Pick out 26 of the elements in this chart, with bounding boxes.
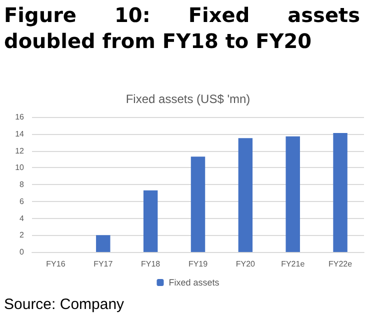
y-tick-label: 4 bbox=[20, 214, 25, 223]
x-tick-label: FY19 bbox=[188, 260, 208, 268]
bar bbox=[143, 190, 158, 252]
y-tick-label: 16 bbox=[15, 112, 25, 122]
x-tick-label: FY20 bbox=[236, 260, 256, 268]
y-tick-label: 2 bbox=[20, 230, 25, 240]
legend-label: Fixed assets bbox=[168, 278, 220, 288]
bar bbox=[286, 136, 300, 252]
chart-subtitle: Fixed assets (US$ 'mn) bbox=[126, 92, 250, 106]
x-tick-label: FY21e bbox=[281, 260, 306, 268]
bar bbox=[96, 235, 110, 252]
y-tick-label: 10 bbox=[15, 163, 25, 172]
x-tick-label: FY18 bbox=[141, 260, 161, 268]
chart-title: Figure 10: Fixed assets doubled from FY18 to FY20 bbox=[4, 2, 360, 54]
y-tick-label: 0 bbox=[20, 248, 25, 256]
x-tick-label: FY16 bbox=[46, 260, 66, 268]
y-tick-label: 8 bbox=[20, 180, 25, 189]
bar bbox=[190, 156, 206, 252]
y-tick-label: 6 bbox=[20, 196, 25, 206]
y-tick-label: 14 bbox=[15, 129, 25, 138]
x-tick-label: FY22e bbox=[328, 260, 353, 268]
x-tick-label: FY17 bbox=[94, 260, 114, 268]
y-tick-label: 12 bbox=[15, 146, 25, 156]
bar bbox=[238, 138, 253, 252]
source-note: Source: Company bbox=[4, 296, 124, 313]
bar bbox=[333, 133, 348, 252]
